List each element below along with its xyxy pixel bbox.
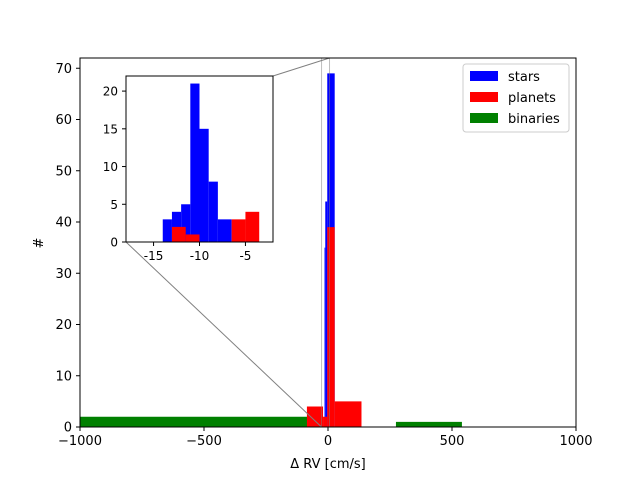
inset-x-tick-label: -5: [239, 249, 251, 263]
x-tick-label: 1000: [559, 434, 592, 449]
legend-label-binaries: binaries: [508, 112, 560, 127]
x-tick-label: 500: [440, 434, 465, 449]
inset-y-tick-label: 0: [110, 236, 118, 250]
inset-y-tick-label: 15: [103, 122, 118, 136]
inset-stars-bar-3: [190, 83, 200, 242]
inset-stars-bar-4: [199, 128, 209, 242]
legend: stars planets binaries: [462, 63, 570, 133]
planets-bar-1: [323, 416, 328, 427]
y-axis-label: #: [32, 238, 47, 249]
legend-swatch-binaries: [470, 113, 498, 123]
y-tick-label: 20: [55, 318, 72, 333]
y-tick-label: 0: [64, 421, 72, 436]
inset-x-tick-label: -15: [144, 249, 164, 263]
legend-swatch-planets: [470, 92, 498, 102]
inset-stars-bar-5: [208, 181, 218, 242]
inset-planets-bar-0: [171, 226, 186, 242]
binaries-bar-1: [395, 421, 462, 427]
inset-planets-bar-2: [231, 219, 246, 242]
stars-bar-0: [324, 247, 326, 427]
x-tick-label: −1000: [58, 434, 102, 449]
y-tick-label: 40: [55, 216, 72, 231]
planets-bar-2: [327, 227, 335, 427]
inset-planets-bar-3: [245, 211, 260, 242]
main-histogram-bars: [80, 73, 462, 427]
inset-y-tick-label: 20: [103, 85, 118, 99]
legend-label-stars: stars: [508, 70, 540, 85]
inset-stars-bar-2: [181, 204, 191, 242]
binaries-bar-0: [80, 416, 308, 427]
y-tick-label: 50: [55, 164, 72, 179]
y-tick-label: 10: [55, 369, 72, 384]
inset-stars-bar-0: [162, 219, 172, 242]
planets-bar-3: [334, 401, 362, 427]
x-tick-label: −500: [186, 434, 222, 449]
y-tick-label: 60: [55, 113, 72, 128]
stars-bar-1: [325, 201, 328, 427]
planets-bar-0: [306, 406, 324, 427]
x-tick-label: 0: [324, 434, 332, 449]
connector-line-bottom: [125, 241, 322, 428]
inset-plot: -15 -10 -5 0 5 10 15 20: [103, 75, 274, 263]
inset-y-tick-label: 5: [110, 198, 118, 212]
legend-label-planets: planets: [508, 91, 556, 106]
inset-planets-bar-1: [185, 234, 200, 242]
legend-swatch-stars: [470, 71, 498, 81]
x-axis-label: Δ RV [cm/s]: [290, 457, 365, 472]
connector-line-top: [272, 57, 330, 77]
inset-x-tick-label: -10: [190, 249, 210, 263]
y-tick-label: 30: [55, 267, 72, 282]
y-tick-label: 70: [55, 62, 72, 77]
inset-stars-bar-6: [217, 219, 232, 242]
inset-y-tick-label: 10: [103, 160, 118, 174]
